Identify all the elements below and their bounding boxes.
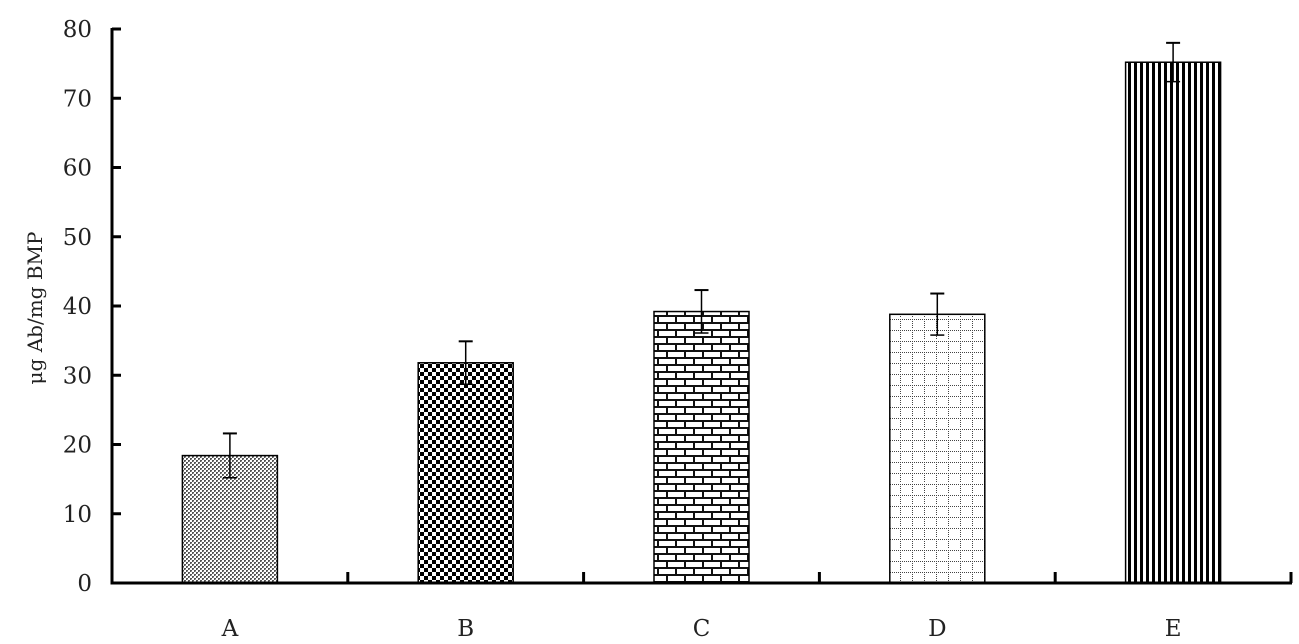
y-tick-label: 80	[63, 17, 92, 43]
y-tick-label: 20	[63, 433, 92, 459]
bar-d	[889, 313, 986, 584]
x-axis-labels: A B C D E	[221, 616, 1182, 642]
y-tick-label: 0	[77, 571, 92, 597]
error-bars	[222, 41, 1181, 479]
x-category-label: B	[457, 616, 474, 642]
x-axis-ticks	[346, 572, 1293, 583]
bar-e	[1124, 61, 1222, 584]
x-category-label: C	[693, 616, 711, 642]
y-tick-label: 60	[63, 156, 92, 182]
y-tick-label: 30	[63, 363, 92, 389]
x-category-label: A	[221, 616, 239, 642]
y-tick-label: 10	[63, 502, 92, 528]
x-category-label: E	[1165, 616, 1182, 642]
x-category-label: D	[928, 616, 946, 642]
bar-b	[417, 362, 514, 584]
y-tick-label: 70	[63, 86, 92, 112]
y-tick-label: 50	[63, 225, 92, 251]
y-axis-title: μg Ab/mg BMP	[23, 232, 47, 385]
bar-c	[653, 310, 750, 584]
bars	[181, 61, 1222, 584]
y-tick-label: 40	[63, 294, 92, 320]
